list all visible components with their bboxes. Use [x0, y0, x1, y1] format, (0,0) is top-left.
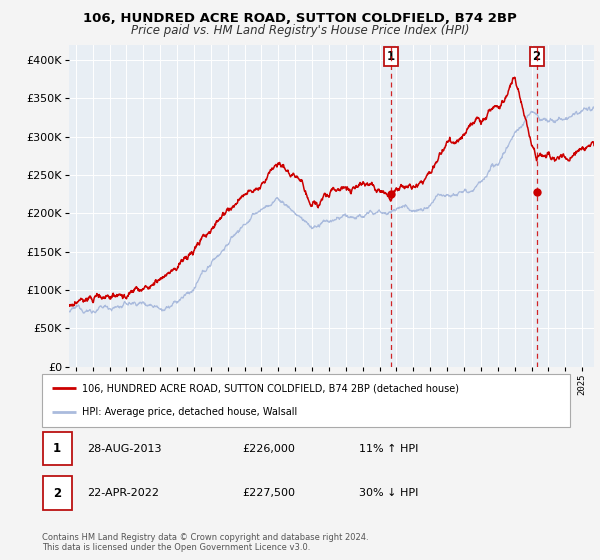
Text: £226,000: £226,000 [242, 444, 296, 454]
Bar [43, 432, 71, 465]
Text: 2: 2 [533, 50, 541, 63]
Text: 1: 1 [386, 50, 395, 63]
Bar [43, 477, 71, 510]
Text: 2: 2 [53, 487, 61, 500]
Text: Contains HM Land Registry data © Crown copyright and database right 2024.: Contains HM Land Registry data © Crown c… [42, 533, 368, 542]
Text: 22-APR-2022: 22-APR-2022 [87, 488, 159, 498]
Text: HPI: Average price, detached house, Walsall: HPI: Average price, detached house, Wals… [82, 407, 297, 417]
Text: 1: 1 [53, 442, 61, 455]
Text: This data is licensed under the Open Government Licence v3.0.: This data is licensed under the Open Gov… [42, 543, 310, 552]
Text: 30% ↓ HPI: 30% ↓ HPI [359, 488, 418, 498]
Text: Price paid vs. HM Land Registry's House Price Index (HPI): Price paid vs. HM Land Registry's House … [131, 24, 469, 36]
Text: 11% ↑ HPI: 11% ↑ HPI [359, 444, 418, 454]
Text: 28-AUG-2013: 28-AUG-2013 [87, 444, 161, 454]
Text: 106, HUNDRED ACRE ROAD, SUTTON COLDFIELD, B74 2BP (detached house): 106, HUNDRED ACRE ROAD, SUTTON COLDFIELD… [82, 384, 458, 394]
Text: £227,500: £227,500 [242, 488, 296, 498]
Text: 106, HUNDRED ACRE ROAD, SUTTON COLDFIELD, B74 2BP: 106, HUNDRED ACRE ROAD, SUTTON COLDFIELD… [83, 12, 517, 25]
